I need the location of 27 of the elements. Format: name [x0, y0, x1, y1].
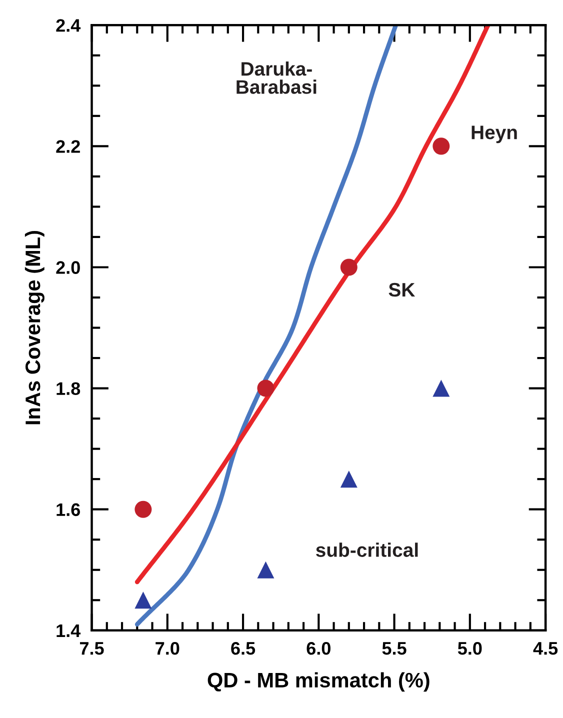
annotation: Daruka- Barabasi — [236, 61, 316, 94]
point — [257, 380, 274, 397]
point — [340, 470, 358, 488]
point — [432, 380, 450, 397]
x-tick-label: 5.0 — [458, 642, 482, 655]
point — [432, 138, 450, 155]
x-axis-title: QD - MB mismatch (%) — [208, 672, 430, 692]
y-tick-label: 2.2 — [56, 140, 80, 153]
point — [134, 500, 152, 518]
y-tick-label: 2.4 — [56, 19, 81, 32]
point — [340, 258, 358, 276]
y-tick-label: 1.8 — [56, 382, 80, 396]
y-tick-label: 2.0 — [56, 261, 80, 274]
x-tick-label: 6.5 — [231, 642, 256, 655]
y-tick-label: 1.6 — [56, 503, 80, 516]
x-tick-label: 4.5 — [533, 642, 558, 655]
point — [257, 561, 274, 578]
x-tick-label: 7.5 — [80, 642, 104, 655]
x-tick-label: 6.0 — [306, 642, 330, 655]
annotation: Heyn — [472, 126, 517, 144]
annotation: sub-critical — [316, 542, 418, 557]
annotation: SK — [388, 282, 416, 297]
point — [134, 592, 152, 609]
y-axis-title: InAs Coverage (ML) — [24, 230, 44, 424]
y-tick-label: 1.4 — [56, 624, 81, 637]
x-tick-label: 7.0 — [156, 642, 180, 655]
x-tick-label: 5.5 — [382, 642, 406, 655]
